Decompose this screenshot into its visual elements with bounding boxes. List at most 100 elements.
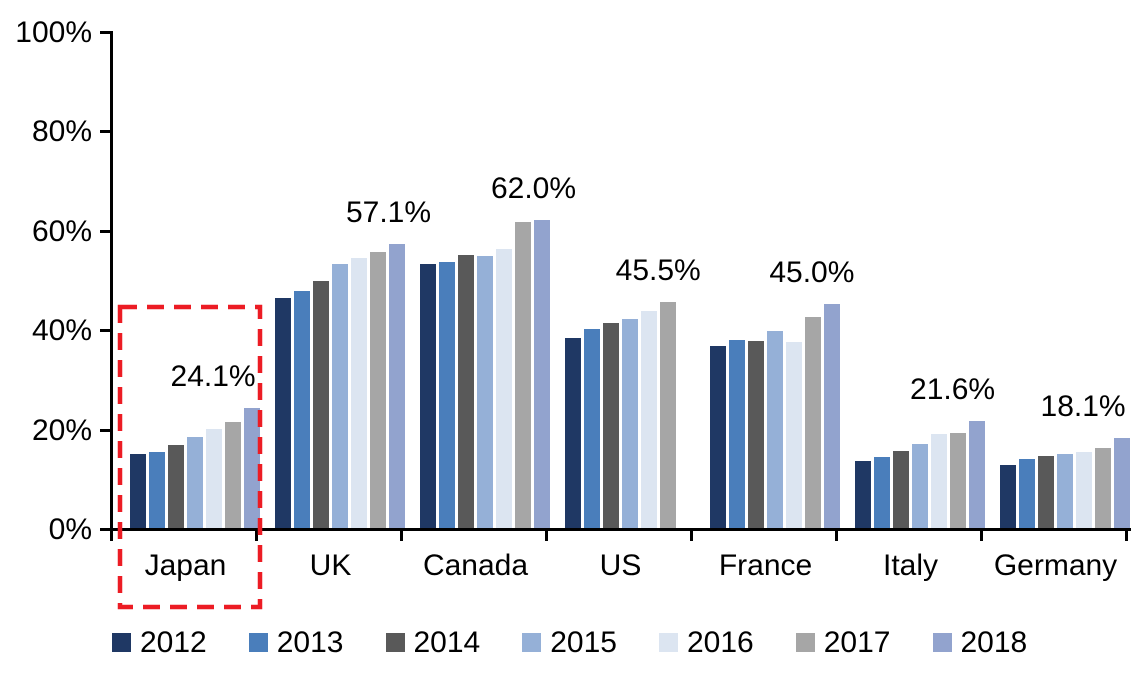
bar-us-2013: [584, 328, 600, 528]
bar-us-2015: [622, 318, 638, 528]
bar-italy-2014: [893, 451, 909, 528]
x-axis-tick: [980, 531, 983, 541]
bar-japan-2015: [187, 437, 203, 528]
legend-item-2016: 2016: [659, 626, 754, 659]
x-axis-tick: [1125, 531, 1128, 541]
legend-swatch-2015: [522, 633, 542, 652]
y-axis-tick-label: 100%: [15, 16, 92, 49]
x-axis-tick: [835, 531, 838, 541]
bar-germany-2015: [1057, 454, 1073, 528]
x-axis-tick: [400, 531, 403, 541]
bar-germany-2014: [1038, 456, 1054, 528]
x-axis-tick: [545, 531, 548, 541]
legend-swatch-2016: [659, 633, 678, 652]
category-label-japan: Japan: [144, 549, 227, 582]
y-axis-tick-label: 40%: [31, 314, 92, 348]
bar-italy-2018: [969, 420, 985, 528]
data-label-japan: 24.1%: [170, 360, 256, 394]
bar-japan-2013: [149, 452, 165, 528]
legend-label-2017: 2017: [823, 626, 891, 659]
y-axis-tick: [100, 130, 110, 134]
legend-label-2015: 2015: [550, 626, 617, 659]
bar-italy-2013: [874, 456, 890, 528]
bar-japan-2014: [168, 445, 184, 528]
legend-label-2014: 2014: [413, 626, 481, 659]
bar-italy-2015: [912, 443, 928, 528]
y-axis-tick-label: 0%: [48, 513, 92, 546]
category-label-canada: Canada: [422, 549, 529, 582]
bar-uk-2018: [389, 244, 405, 528]
x-axis-tick: [690, 531, 693, 541]
bar-uk-2014: [313, 280, 329, 528]
category-label-germany: Germany: [993, 549, 1118, 582]
legend-swatch-2012: [112, 633, 131, 652]
bar-japan-2018: [244, 408, 260, 528]
bar-canada-2018: [534, 219, 550, 528]
bar-uk-2017: [370, 251, 386, 528]
bar-uk-2015: [332, 263, 348, 528]
bar-france-2012: [710, 346, 726, 528]
data-label-france: 45.0%: [769, 256, 855, 290]
bar-uk-2012: [275, 298, 291, 528]
legend-swatch-2013: [248, 633, 268, 652]
bar-italy-2016: [931, 434, 947, 528]
y-axis-tick-label: 80%: [31, 115, 92, 149]
data-label-italy: 21.6%: [910, 372, 996, 406]
bar-japan-2016: [206, 428, 222, 528]
bar-uk-2016: [351, 257, 367, 528]
bar-japan-2017: [225, 422, 241, 528]
legend-swatch-2017: [795, 633, 815, 652]
y-axis-line: [110, 31, 113, 533]
category-label-italy: Italy: [882, 549, 939, 582]
x-axis-tick: [110, 531, 113, 541]
bar-italy-2012: [855, 461, 871, 528]
bar-uk-2013: [294, 290, 310, 528]
y-axis-tick: [100, 329, 110, 333]
bar-us-2017: [660, 301, 676, 528]
bar-germany-2016: [1076, 451, 1092, 528]
bar-italy-2017: [950, 433, 966, 528]
data-label-germany: 18.1%: [1040, 390, 1126, 424]
data-label-uk: 57.1%: [345, 196, 432, 230]
legend-item-2013: 2013: [248, 626, 344, 659]
category-label-france: France: [718, 549, 813, 582]
legend-label-2016: 2016: [687, 626, 754, 659]
bar-germany-2012: [1000, 465, 1016, 528]
bar-japan-2012: [130, 454, 146, 528]
bar-france-2016: [786, 341, 802, 528]
bar-germany-2013: [1019, 458, 1035, 528]
legend-item-2018: 2018: [932, 626, 1028, 659]
legend-item-2015: 2015: [522, 626, 617, 659]
x-axis-tick: [255, 531, 258, 541]
category-label-uk: UK: [309, 549, 352, 582]
bar-france-2017: [805, 317, 821, 528]
legend-label-2018: 2018: [960, 626, 1028, 659]
bar-us-2014: [603, 323, 619, 528]
y-axis-tick: [100, 229, 110, 233]
bar-canada-2014: [458, 255, 474, 528]
legend-swatch-2014: [385, 633, 405, 652]
bar-canada-2017: [515, 222, 531, 528]
bar-canada-2015: [477, 256, 493, 528]
bar-canada-2016: [496, 248, 512, 528]
bar-us-2012: [565, 337, 581, 528]
legend-item-2017: 2017: [795, 626, 891, 659]
y-axis-tick: [100, 428, 110, 432]
category-label-us: US: [599, 549, 642, 582]
bar-france-2015: [767, 331, 783, 528]
y-axis-tick: [100, 31, 110, 34]
bar-france-2013: [729, 340, 745, 528]
bar-france-2018: [824, 304, 840, 528]
data-label-us: 45.5%: [615, 253, 701, 287]
bar-canada-2012: [420, 264, 436, 528]
bar-us-2016: [641, 311, 657, 528]
y-axis-tick: [100, 528, 110, 531]
legend-swatch-2018: [932, 633, 952, 652]
bar-germany-2017: [1095, 448, 1111, 528]
legend-label-2013: 2013: [276, 626, 344, 659]
legend: 2012 2013 2014 2015 2016 2017 2018: [112, 626, 1027, 659]
legend-label-2012: 2012: [140, 626, 207, 659]
bar-germany-2018: [1114, 438, 1130, 528]
x-axis-line: [110, 528, 1131, 531]
